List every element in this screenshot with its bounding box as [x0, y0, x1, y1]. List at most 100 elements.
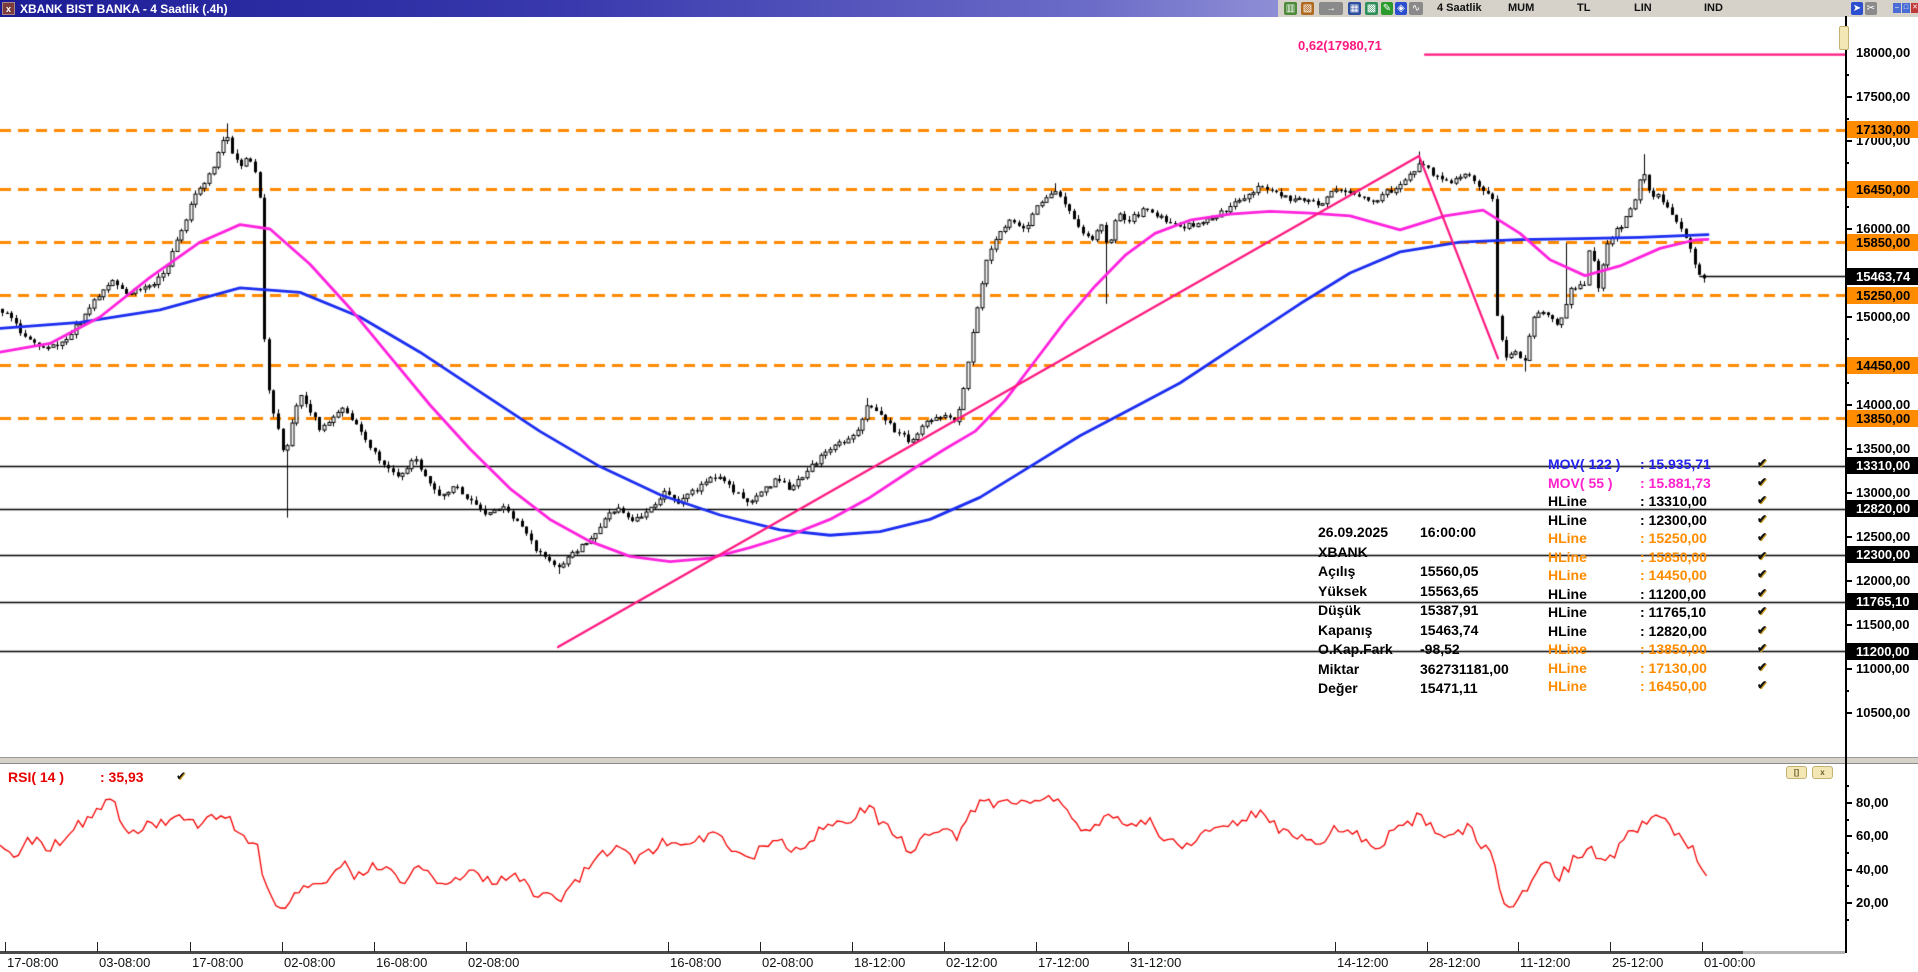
legend-row-name: HLine — [1548, 604, 1587, 620]
check-icon[interactable]: ✔ — [1757, 641, 1768, 655]
image-chart-icon[interactable]: ▩ — [1365, 2, 1378, 15]
info-row-label: O.Kap.Fark — [1318, 641, 1393, 657]
time-axis-label: 25-12:00 — [1612, 955, 1664, 970]
legend-row-name: MOV( 55 ) — [1548, 474, 1613, 491]
rsi-restore-button[interactable]: [] — [1786, 766, 1807, 779]
forward-icon[interactable]: → — [1319, 2, 1343, 15]
time-scrollbar-thumb[interactable] — [0, 951, 1743, 954]
time-axis-tick — [1427, 942, 1428, 952]
grid-icon[interactable]: ▦ — [1348, 2, 1361, 15]
time-axis-label: 02-08:00 — [762, 955, 814, 970]
rsi-axis-label: 60,00 — [1856, 828, 1889, 844]
legend-row-name: HLine — [1548, 548, 1587, 565]
time-scrollbar-track[interactable] — [1743, 951, 1845, 954]
rsi-chart-canvas[interactable] — [0, 764, 1845, 945]
time-axis-tick — [944, 942, 945, 952]
time-axis-label: 16-08:00 — [376, 955, 428, 970]
check-icon[interactable]: ✔ — [1757, 511, 1768, 526]
symbol-icon[interactable]: ▧ — [1301, 2, 1314, 15]
pencil-icon[interactable]: ✎ — [1381, 2, 1393, 15]
cursor-icon[interactable]: ➤ — [1851, 2, 1863, 15]
legend-row-name: HLine — [1548, 678, 1587, 694]
indicator-button[interactable]: IND — [1704, 2, 1723, 14]
check-icon[interactable]: ✔ — [1757, 678, 1768, 692]
rsi-axis-label: 80,00 — [1856, 795, 1889, 810]
pane-divider[interactable] — [0, 757, 1918, 764]
legend-row-name: HLine — [1548, 641, 1587, 657]
chart-style-icon[interactable]: ▥ — [1284, 2, 1297, 15]
price-axis-tick — [1845, 580, 1852, 582]
legend-row-name: HLine — [1548, 511, 1587, 528]
time-axis-tick — [466, 942, 467, 952]
price-axis-tick — [1845, 338, 1849, 340]
price-axis-tick — [1845, 448, 1852, 450]
rsi-axis-label: 20,00 — [1856, 895, 1889, 910]
rsi-check-icon[interactable]: ✔ — [176, 769, 187, 783]
tools-icon[interactable]: ✂ — [1865, 2, 1877, 15]
legend-row-value: : 15850,00 — [1640, 548, 1707, 565]
time-axis-label: 28-12:00 — [1429, 955, 1481, 970]
timeframe-button[interactable]: 4 Saatlik — [1437, 2, 1482, 14]
fib-level-label[interactable]: 0,62(17980,71 — [1298, 38, 1382, 53]
check-icon[interactable]: ✔ — [1757, 659, 1768, 674]
rsi-axis-tick — [1845, 885, 1849, 888]
legend-row-name: HLine — [1548, 493, 1587, 509]
close-button[interactable]: ✕ — [1911, 3, 1918, 13]
check-icon[interactable]: ✔ — [1757, 548, 1768, 563]
check-icon[interactable]: ✔ — [1757, 585, 1768, 600]
info-row-value: 15387,91 — [1420, 602, 1479, 618]
price-axis-tick — [1845, 206, 1849, 208]
price-axis-line — [1845, 16, 1847, 953]
rsi-axis-tick — [1845, 852, 1849, 854]
price-axis-tick — [1845, 96, 1852, 98]
indicator-wave-icon[interactable]: ∿ — [1409, 2, 1423, 15]
price-axis-tick — [1845, 162, 1849, 164]
check-icon[interactable]: ✔ — [1757, 567, 1768, 581]
legend-row-value: : 16450,00 — [1640, 678, 1707, 694]
minimize-button[interactable]: – — [1893, 3, 1901, 13]
price-level-badge: 12300,00 — [1847, 546, 1918, 564]
price-axis-tick — [1845, 624, 1852, 626]
check-icon[interactable]: ✔ — [1757, 604, 1768, 618]
price-level-badge: 15250,00 — [1847, 286, 1918, 304]
check-icon[interactable]: ✔ — [1757, 474, 1768, 489]
check-icon[interactable]: ✔ — [1757, 456, 1768, 470]
info-row-label: 26.09.2025 — [1318, 524, 1389, 540]
candle-type-button[interactable]: MUM — [1508, 2, 1535, 14]
price-level-badge: 17130,00 — [1847, 121, 1918, 139]
scale-button[interactable]: LIN — [1634, 2, 1652, 14]
check-icon[interactable]: ✔ — [1757, 493, 1768, 507]
legend-row-value: : 13310,00 — [1640, 493, 1707, 509]
price-axis-label: 14000,00 — [1856, 397, 1911, 412]
rsi-indicator-label[interactable]: RSI( 14 ) — [8, 769, 65, 785]
rsi-axis-tick — [1845, 835, 1852, 838]
time-axis-label: 17-08:00 — [192, 955, 244, 970]
time-axis-tick — [1610, 942, 1611, 952]
diamond-icon[interactable]: ◈ — [1395, 2, 1407, 15]
legend-row-name: MOV( 122 ) — [1548, 456, 1621, 472]
time-axis-tick — [1518, 942, 1519, 952]
price-level-badge: 11200,00 — [1847, 642, 1918, 660]
time-axis-label: 14-12:00 — [1337, 955, 1389, 970]
price-axis-tick — [1845, 316, 1852, 318]
price-axis-tick — [1845, 536, 1852, 538]
window-close-icon[interactable]: x — [2, 2, 15, 15]
currency-button[interactable]: TL — [1577, 2, 1591, 14]
price-level-badge: 13310,00 — [1847, 457, 1918, 475]
price-chart-canvas[interactable] — [0, 16, 1845, 758]
rsi-close-button[interactable]: x — [1812, 766, 1833, 779]
price-axis-label: 12000,00 — [1856, 573, 1911, 588]
window-title: XBANK BIST BANKA - 4 Saatlik (.4h) — [20, 2, 228, 16]
axis-handle[interactable] — [1839, 26, 1849, 50]
rsi-indicator-value: : 35,93 — [100, 769, 144, 785]
info-row-value: -98,52 — [1420, 641, 1460, 657]
info-row-label: Yüksek — [1318, 582, 1368, 599]
rsi-axis-tick — [1845, 868, 1852, 871]
legend-row-value: : 11200,00 — [1640, 585, 1707, 602]
restore-button[interactable]: □ — [1902, 3, 1910, 13]
price-axis-label: 13000,00 — [1856, 485, 1911, 500]
time-axis-label: 03-08:00 — [99, 955, 151, 970]
check-icon[interactable]: ✔ — [1757, 622, 1768, 637]
time-axis-tick — [374, 942, 375, 952]
check-icon[interactable]: ✔ — [1757, 530, 1768, 544]
